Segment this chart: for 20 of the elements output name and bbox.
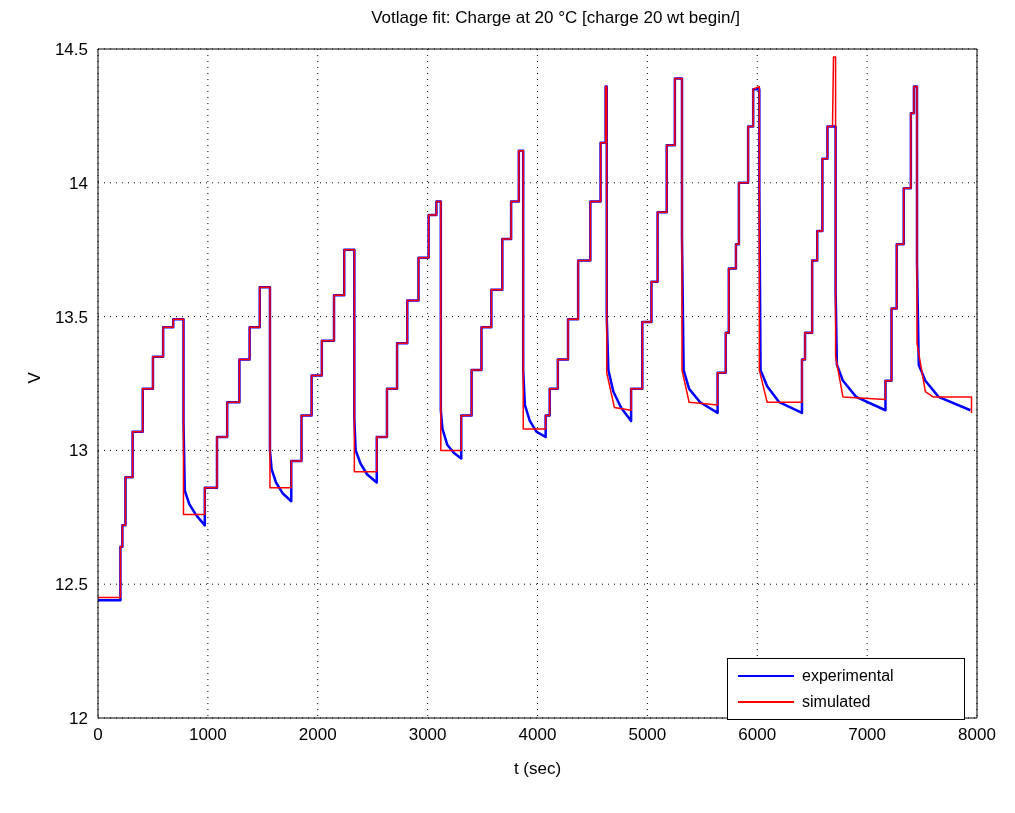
y-tick-label: 13: [69, 441, 88, 461]
x-tick-label: 0: [93, 725, 103, 745]
x-tick-label: 3000: [408, 725, 447, 745]
x-tick-label: 1000: [188, 725, 227, 745]
y-tick-label: 14.5: [54, 40, 88, 60]
legend-label: experimental: [802, 667, 894, 685]
x-tick-label: 7000: [848, 725, 887, 745]
legend-label: simulated: [802, 693, 871, 711]
chart-title: Votlage fit: Charge at 20 °C [charge 20 wt begin/]: [370, 8, 741, 28]
y-tick-label: 12.5: [54, 575, 88, 595]
x-tick-label: 4000: [518, 725, 557, 745]
y-tick-label: 12: [69, 709, 88, 729]
x-tick-label: 6000: [738, 725, 777, 745]
x-tick-label: 8000: [958, 725, 996, 745]
x-tick-label: 2000: [298, 725, 337, 745]
x-axis-title: t (sec): [513, 759, 562, 778]
y-axis-title: V: [25, 371, 45, 384]
x-tick-label: 5000: [628, 725, 667, 745]
y-tick-label: 13.5: [54, 307, 88, 327]
y-tick-label: 14: [69, 173, 88, 193]
